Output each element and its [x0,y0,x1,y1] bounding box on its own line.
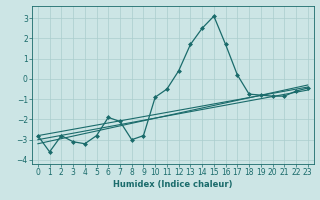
X-axis label: Humidex (Indice chaleur): Humidex (Indice chaleur) [113,180,233,189]
